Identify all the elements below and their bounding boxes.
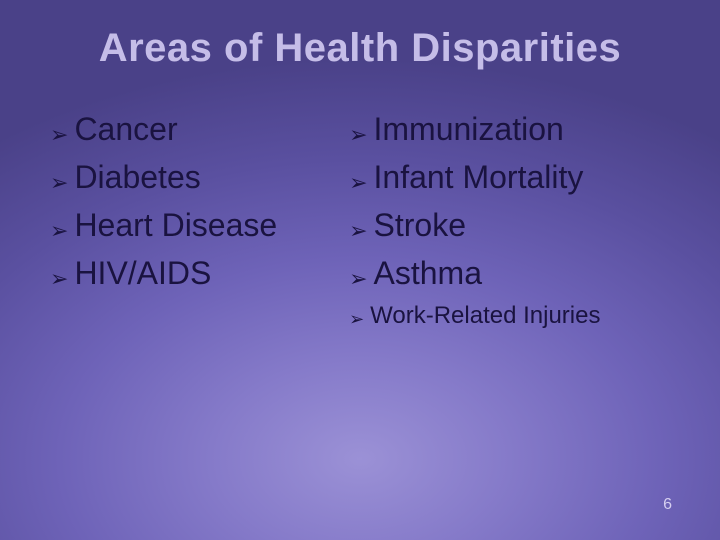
page-number: 6: [663, 496, 672, 514]
list-item: ➢ Asthma: [349, 253, 670, 293]
list-item: ➢ Heart Disease: [50, 205, 329, 245]
left-column: ➢ Cancer ➢ Diabetes ➢ Heart Disease ➢ HI…: [50, 109, 329, 339]
bullet-icon: ➢: [50, 268, 68, 290]
bullet-icon: ➢: [349, 172, 367, 194]
list-item: ➢ Stroke: [349, 205, 670, 245]
list-item: ➢ Cancer: [50, 109, 329, 149]
bullet-icon: ➢: [349, 220, 367, 242]
slide: Areas of Health Disparities ➢ Cancer ➢ D…: [0, 0, 720, 540]
bullet-icon: ➢: [50, 220, 68, 242]
list-item: ➢ Diabetes: [50, 157, 329, 197]
item-label: Asthma: [374, 253, 482, 293]
list-item: ➢ Immunization: [349, 109, 670, 149]
list-item-small: ➢ Work-Related Injuries: [349, 301, 670, 331]
bullet-icon: ➢: [349, 310, 364, 328]
content-columns: ➢ Cancer ➢ Diabetes ➢ Heart Disease ➢ HI…: [50, 109, 670, 339]
list-item: ➢ Infant Mortality: [349, 157, 670, 197]
item-label: Heart Disease: [74, 205, 277, 245]
right-column: ➢ Immunization ➢ Infant Mortality ➢ Stro…: [349, 109, 670, 339]
bullet-icon: ➢: [50, 172, 68, 194]
bullet-icon: ➢: [349, 124, 367, 146]
bullet-icon: ➢: [349, 268, 367, 290]
item-label: Diabetes: [74, 157, 200, 197]
item-label: Work-Related Injuries: [370, 301, 600, 331]
bullet-icon: ➢: [50, 124, 68, 146]
item-label: Cancer: [74, 109, 177, 149]
item-label: Immunization: [374, 109, 564, 149]
list-item: ➢ HIV/AIDS: [50, 253, 329, 293]
item-label: Stroke: [374, 205, 466, 245]
item-label: Infant Mortality: [374, 157, 584, 197]
item-label: HIV/AIDS: [74, 253, 211, 293]
slide-title: Areas of Health Disparities: [50, 26, 670, 71]
